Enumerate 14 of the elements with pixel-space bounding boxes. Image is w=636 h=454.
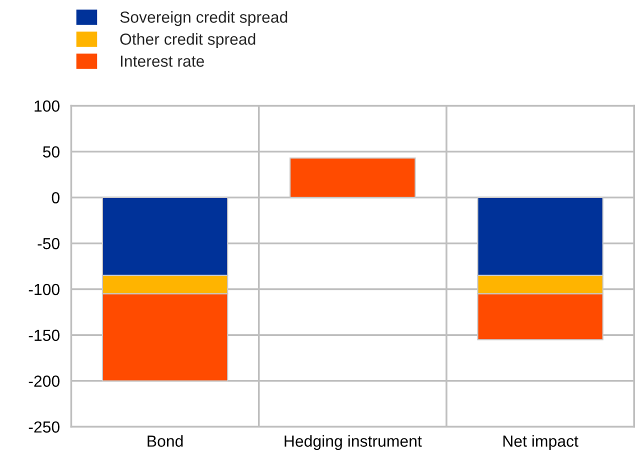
y-tick-label: -50 xyxy=(38,238,60,250)
x-tick-label: Hedging instrument xyxy=(284,435,422,450)
legend-label: Sovereign credit spread xyxy=(120,11,288,26)
x-tick-label: Net impact xyxy=(503,435,578,450)
y-tick-label: -100 xyxy=(28,284,60,296)
y-tick-label: 0 xyxy=(52,192,60,204)
y-tick-label: 50 xyxy=(42,146,60,158)
legend-label: Interest rate xyxy=(120,56,204,67)
x-tick-label: Bond xyxy=(148,435,183,447)
legend-label: Other credit spread xyxy=(120,33,256,48)
y-tick-label: -150 xyxy=(28,330,60,341)
y-tick-label: -200 xyxy=(28,376,60,387)
y-tick-label: 100 xyxy=(34,100,60,112)
y-tick-label: -250 xyxy=(28,421,60,433)
